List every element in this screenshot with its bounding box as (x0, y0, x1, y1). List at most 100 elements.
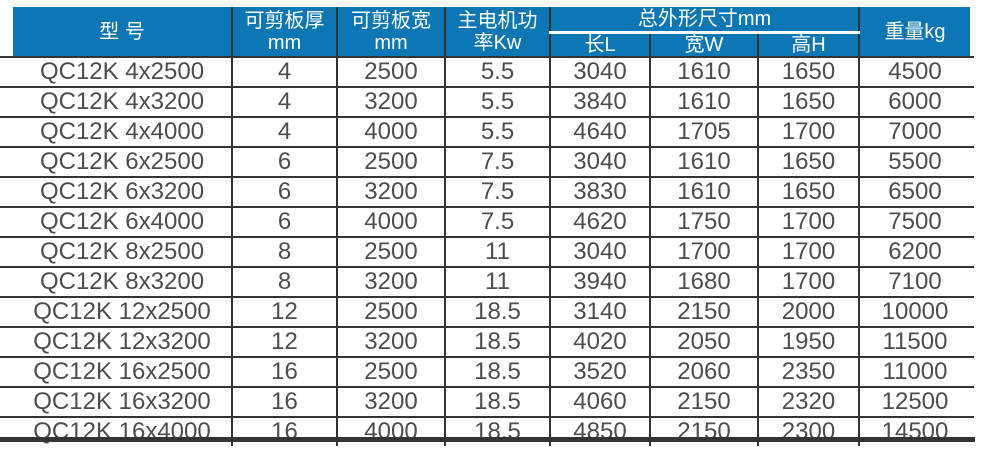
value-cell: 1610 (649, 86, 759, 118)
value-cell: 3840 (549, 86, 651, 118)
value-cell: 4640 (549, 116, 651, 148)
value-cell: 7.5 (444, 146, 551, 178)
value-cell: 3040 (549, 146, 651, 178)
model-cell: QC12K 16x2500 (0, 356, 233, 388)
table-row: QC12K 16x2500 16 2500 18.5 3520 2060 2350 11000 (0, 356, 974, 388)
value-cell: 3140 (549, 296, 651, 328)
value-cell: 5.5 (444, 116, 551, 148)
value-cell: 11500 (858, 326, 974, 358)
col-header-width-w: 宽W (649, 30, 759, 58)
value-cell: 7.5 (444, 176, 551, 208)
model-cell: QC12K 4x3200 (0, 86, 233, 118)
model-cell: QC12K 8x2500 (0, 236, 233, 268)
model-cell: QC12K 6x4000 (0, 206, 233, 238)
value-cell: 5500 (858, 146, 974, 178)
value-cell: 12 (231, 326, 338, 358)
table-row: QC12K 8x2500 8 2500 11 3040 1700 1700 6200 (0, 236, 974, 268)
col-header-model: 型 号 (0, 7, 233, 58)
spec-table-header: 型 号 可剪板厚 mm 可剪板宽 mm 主电机功 率Kw 总外形尺寸mm 重量k… (0, 7, 974, 58)
value-cell: 6500 (858, 176, 974, 208)
value-cell: 2000 (757, 296, 860, 328)
table-row: QC12K 4x4000 4 4000 5.5 4640 1705 1700 7000 (0, 116, 974, 148)
table-row: QC12K 16x3200 16 3200 18.5 4060 2150 2320 12500 (0, 386, 974, 418)
table-bottom-border (0, 437, 975, 442)
value-cell: 5.5 (444, 56, 551, 88)
value-cell: 12500 (858, 386, 974, 418)
value-cell: 1750 (649, 206, 759, 238)
value-cell: 1950 (757, 326, 860, 358)
col-header-weight: 重量kg (858, 7, 974, 58)
header-row-top: 型 号 可剪板厚 mm 可剪板宽 mm 主电机功 率Kw 总外形尺寸mm 重量k… (0, 7, 974, 58)
col-header-overall-dimensions-group: 总外形尺寸mm (549, 7, 860, 34)
value-cell: 7000 (858, 116, 974, 148)
value-cell: 1610 (649, 176, 759, 208)
value-cell: 5.5 (444, 86, 551, 118)
col-header-motor-power: 主电机功 率Kw (444, 7, 551, 58)
value-cell: 1650 (757, 86, 860, 118)
value-cell: 1650 (757, 176, 860, 208)
col-header-length-l: 长L (549, 30, 651, 58)
value-cell: 11000 (858, 356, 974, 388)
value-cell: 16 (231, 356, 338, 388)
value-cell: 18.5 (444, 326, 551, 358)
value-cell: 1700 (649, 236, 759, 268)
value-cell: 3200 (336, 386, 446, 418)
value-cell: 2500 (336, 236, 446, 268)
value-cell: 1680 (649, 266, 759, 298)
value-cell: 1700 (757, 206, 860, 238)
value-cell: 3040 (549, 56, 651, 88)
value-cell: 2050 (649, 326, 759, 358)
header-row-sub: 长L 宽W 高H (0, 30, 974, 58)
value-cell: 6 (231, 146, 338, 178)
value-cell: 1610 (649, 146, 759, 178)
value-cell: 3200 (336, 86, 446, 118)
value-cell: 4620 (549, 206, 651, 238)
table-row: QC12K 4x3200 4 3200 5.5 3840 1610 1650 6000 (0, 86, 974, 118)
value-cell: 1700 (757, 236, 860, 268)
value-cell: 18.5 (444, 296, 551, 328)
table-row: QC12K 4x2500 4 2500 5.5 3040 1610 1650 4500 (0, 56, 974, 88)
value-cell: 4 (231, 56, 338, 88)
value-cell: 3200 (336, 266, 446, 298)
value-cell: 4060 (549, 386, 651, 418)
value-cell: 6000 (858, 86, 974, 118)
value-cell: 3940 (549, 266, 651, 298)
value-cell: 4 (231, 116, 338, 148)
value-cell: 1700 (757, 266, 860, 298)
value-cell: 3830 (549, 176, 651, 208)
value-cell: 2500 (336, 146, 446, 178)
value-cell: 3200 (336, 326, 446, 358)
value-cell: 2150 (649, 386, 759, 418)
value-cell: 4500 (858, 56, 974, 88)
value-cell: 1700 (757, 116, 860, 148)
model-cell: QC12K 6x2500 (0, 146, 233, 178)
value-cell: 6 (231, 206, 338, 238)
value-cell: 2150 (649, 296, 759, 328)
value-cell: 6200 (858, 236, 974, 268)
value-cell: 1650 (757, 56, 860, 88)
value-cell: 2320 (757, 386, 860, 418)
value-cell: 7.5 (444, 206, 551, 238)
value-cell: 10000 (858, 296, 974, 328)
value-cell: 8 (231, 236, 338, 268)
value-cell: 1610 (649, 56, 759, 88)
value-cell: 18.5 (444, 356, 551, 388)
model-cell: QC12K 12x2500 (0, 296, 233, 328)
value-cell: 4 (231, 86, 338, 118)
value-cell: 18.5 (444, 386, 551, 418)
value-cell: 3200 (336, 176, 446, 208)
model-cell: QC12K 12x3200 (0, 326, 233, 358)
value-cell: 4000 (336, 206, 446, 238)
value-cell: 8 (231, 266, 338, 298)
value-cell: 2500 (336, 356, 446, 388)
value-cell: 7500 (858, 206, 974, 238)
value-cell: 4000 (336, 116, 446, 148)
value-cell: 3520 (549, 356, 651, 388)
model-cell: QC12K 6x3200 (0, 176, 233, 208)
model-cell: QC12K 16x3200 (0, 386, 233, 418)
spec-table-body: QC12K 4x2500 4 2500 5.5 3040 1610 1650 4500 QC12… (0, 56, 974, 447)
value-cell: 2350 (757, 356, 860, 388)
table-row: QC12K 6x2500 6 2500 7.5 3040 1610 1650 5500 (0, 146, 974, 178)
value-cell: 7100 (858, 266, 974, 298)
